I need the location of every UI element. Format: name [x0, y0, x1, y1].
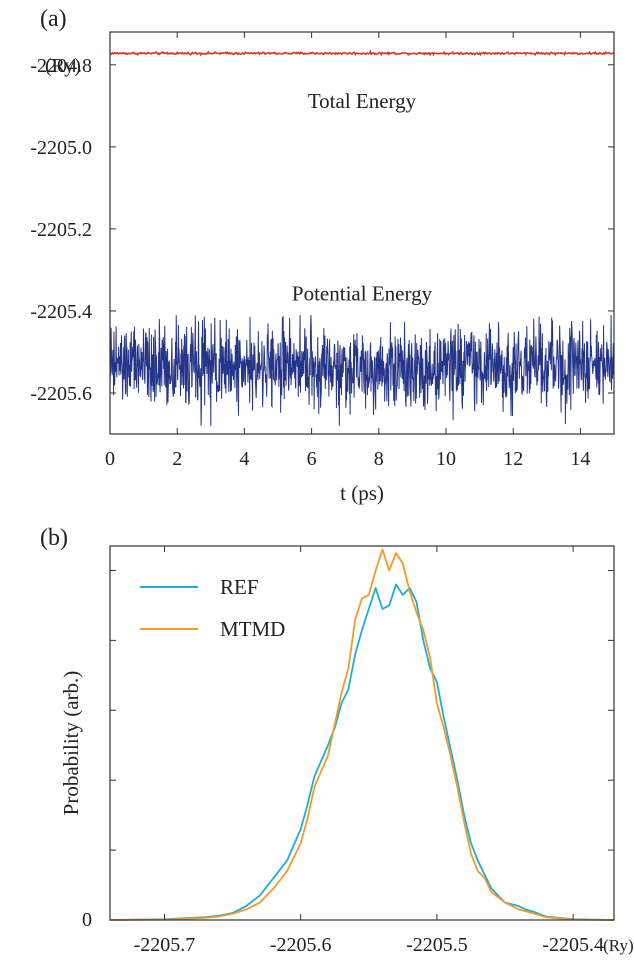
x-tick-label: 2: [172, 448, 182, 470]
series-line-ref: [109, 583, 615, 921]
panel-b-series: [109, 548, 615, 921]
y-axis-unit: (Ry): [45, 55, 81, 77]
x-tick-label: -2205.6: [270, 934, 332, 956]
x-tick-label: 4: [239, 448, 249, 470]
series-line-mtmd: [109, 548, 615, 921]
panel-a-label: (a): [40, 6, 67, 32]
annotation-potential-energy: Potential Energy: [292, 282, 433, 306]
y-tick-label: -2204.8: [30, 55, 92, 77]
x-tick-label: 8: [374, 448, 384, 470]
x-tick-label: 10: [436, 448, 456, 470]
legend-label-mtmd: MTMD: [220, 617, 285, 641]
x-tick-label: -2205.4: [542, 934, 604, 956]
series-line-potential-energy: [109, 315, 615, 426]
y-axis-title: Probability (arb.): [59, 671, 83, 816]
panel-a-chart: (a) (Ry) 0 2 4 6 8 10 12 14 -2204.8 -2205.0 -2205.…: [30, 6, 615, 505]
panel-b-plot-frame: [109, 545, 615, 921]
legend-label-ref: REF: [220, 575, 259, 599]
panel-b-ticks: -2205.7 -2205.6 -2205.5 -2205.4 0: [82, 546, 614, 956]
x-tick-label: 14: [570, 448, 590, 470]
x-axis-unit: (Ry): [603, 936, 633, 955]
x-axis-title: t (ps): [340, 481, 384, 505]
y-tick-label: -2205.4: [30, 301, 92, 323]
series-line-total-energy: [109, 49, 615, 57]
panel-a-plot-frame: [109, 31, 615, 435]
y-tick-label: -2205.0: [30, 137, 92, 159]
y-tick-label: -2205.6: [30, 383, 92, 405]
panel-a-ticks: 0 2 4 6 8 10 12 14 -2204.8 -2205.0 -2205.2 -2205.4 -…: [30, 32, 614, 470]
panel-b-chart: (b) -2205.7 -2205.6 -2205.5 -2205.4 0 Probab…: [40, 525, 634, 956]
x-tick-label: 0: [105, 448, 115, 470]
x-tick-label: 6: [307, 448, 317, 470]
panel-a-series: [109, 49, 615, 426]
panel-b-label: (b): [40, 525, 68, 551]
annotation-total-energy: Total Energy: [308, 89, 417, 113]
x-tick-label: -2205.5: [406, 934, 468, 956]
x-tick-label: -2205.7: [134, 934, 196, 956]
legend: REF MTMD: [140, 575, 285, 641]
x-tick-label: 12: [503, 448, 523, 470]
y-tick-label: 0: [82, 909, 92, 931]
y-tick-label: -2205.2: [30, 219, 92, 241]
